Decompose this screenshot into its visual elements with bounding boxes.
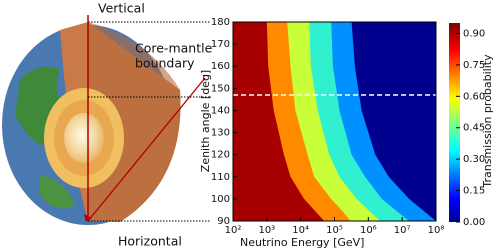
contour-band <box>233 22 325 221</box>
x-tick-label: 10³ <box>258 225 275 236</box>
vertical-label: Vertical <box>98 1 145 16</box>
y-axis-label: Zenith angle [deg] <box>199 70 212 172</box>
y-tick-label: 130 <box>211 128 230 139</box>
horizontal-label: Horizontal <box>118 234 182 249</box>
x-tick-label: 10⁷ <box>394 225 411 236</box>
colorbar-tick-label: 0.60 <box>463 91 485 102</box>
x-tick-label: 10⁸ <box>428 225 445 236</box>
colorbar-label: Transmission probability <box>481 54 494 189</box>
y-tick-label: 180 <box>211 17 230 28</box>
earth-diagram <box>2 15 210 225</box>
y-tick-label: 150 <box>211 83 230 94</box>
y-tick-label: 160 <box>211 61 230 72</box>
colorbar-tick-label: 0.00 <box>463 217 485 228</box>
y-tick-label: 100 <box>211 194 230 205</box>
colorbar-tick-label: 0.75 <box>463 60 485 71</box>
x-tick-label: 10² <box>225 225 242 236</box>
y-tick-label: 110 <box>211 172 230 183</box>
y-tick-label: 140 <box>211 105 230 116</box>
y-tick-label: 120 <box>211 150 230 161</box>
y-tick-label: 170 <box>211 39 230 50</box>
contour-plot <box>233 22 436 221</box>
x-tick-label: 10⁵ <box>326 225 343 236</box>
x-tick-label: 10⁶ <box>360 225 377 236</box>
colorbar <box>449 23 460 222</box>
x-tick-label: 10⁴ <box>292 225 309 236</box>
core-mantle-label: Core-mantle <box>135 41 213 56</box>
y-tick-label: 90 <box>217 216 230 227</box>
colorbar-tick-label: 0.15 <box>463 186 485 197</box>
x-axis-label: Neutrino Energy [GeV] <box>240 236 364 249</box>
colorbar-tick-label: 0.45 <box>463 123 485 134</box>
colorbar-tick-label: 0.90 <box>463 28 485 39</box>
core-mantle-label: boundary <box>135 56 195 71</box>
colorbar-tick-label: 0.30 <box>463 154 485 165</box>
